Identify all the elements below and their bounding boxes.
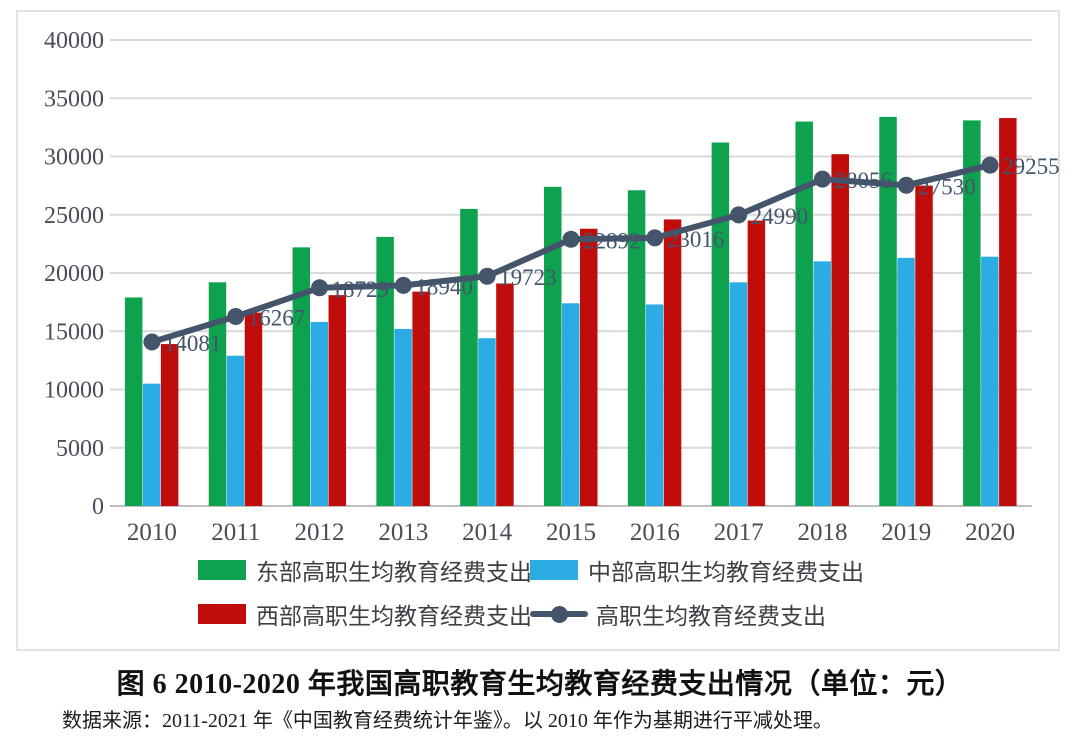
data-label-2019: 27530 — [918, 174, 976, 199]
legend-label: 东部高职生均教育经费支出 — [256, 560, 532, 585]
line-marker-2019 — [897, 176, 915, 194]
figure-caption: 图 6 2010-2020 年我国高职教育生均教育经费支出情况（单位：元） — [116, 669, 964, 700]
bar-west-2014 — [496, 283, 514, 506]
y-axis-tick-label: 5000 — [56, 436, 104, 462]
legend-item-east: 东部高职生均教育经费支出 — [198, 554, 532, 586]
chart-legend: 东部高职生均教育经费支出 中部高职生均教育经费支出西部高职生均教育经费支出 高职生均… — [198, 554, 1058, 630]
bar-east-2016 — [627, 190, 646, 506]
legend-item-central: 中部高职生均教育经费支出 — [530, 554, 1058, 586]
bar-central-2015 — [562, 303, 580, 506]
bar-east-2020 — [963, 120, 981, 506]
data-label-2017: 24990 — [751, 204, 809, 229]
data-label-2015: 22892 — [583, 228, 641, 253]
bar-east-2018 — [795, 121, 813, 507]
data-label-2016: 23016 — [667, 227, 725, 252]
data-label-2011: 16267 — [248, 305, 306, 330]
bar-central-2019 — [897, 257, 915, 506]
figure-source-note: 数据来源：2011-2021 年《中国教育经费统计年鉴》。以 2010 年作为基… — [62, 710, 833, 732]
bar-east-2014 — [460, 208, 478, 507]
x-axis-tick-label: 2015 — [546, 519, 596, 546]
legend-swatch-east-icon — [198, 560, 246, 580]
line-marker-2020 — [981, 156, 999, 174]
bar-west-2020 — [999, 118, 1017, 507]
line-marker-2014 — [478, 267, 496, 285]
y-axis-tick-label: 0 — [92, 494, 104, 520]
legend-item-west: 西部高职生均教育经费支出 — [198, 598, 532, 630]
y-axis-tick-label: 40000 — [44, 28, 104, 54]
y-axis-tick-label: 10000 — [44, 378, 104, 404]
bar-central-2011 — [226, 355, 245, 506]
y-axis-tick-label: 15000 — [44, 319, 104, 345]
bar-west-2016 — [663, 219, 682, 506]
y-axis-tick-label: 20000 — [44, 261, 104, 287]
figure-chart-panel: 0 5000 10000 15000 20000 25000 30000 35000 40000… — [16, 10, 1060, 651]
line-marker-2013 — [394, 276, 412, 294]
x-axis-tick-label: 2017 — [714, 519, 764, 546]
legend-item-line: 高职生均教育经费支出 — [530, 598, 1058, 630]
bar-east-2011 — [208, 282, 227, 506]
line-marker-2015 — [562, 230, 580, 248]
legend-swatch-central-icon — [530, 560, 578, 580]
bar-central-2016 — [645, 304, 664, 506]
x-axis-tick-label: 2020 — [965, 519, 1015, 546]
x-axis-tick-label: 2011 — [211, 519, 260, 546]
line-marker-2018 — [813, 170, 831, 188]
x-axis-tick-label: 2016 — [630, 519, 680, 546]
data-label-2013: 18940 — [415, 274, 473, 299]
x-axis-tick-label: 2018 — [797, 519, 847, 546]
data-label-2020: 29255 — [1002, 154, 1059, 179]
bar-central-2018 — [813, 261, 831, 506]
legend-label: 西部高职生均教育经费支出 — [256, 604, 532, 629]
bar-west-2019 — [915, 185, 933, 506]
bar-east-2017 — [711, 142, 730, 506]
bar-west-2017 — [747, 220, 766, 506]
x-axis-tick-label: 2014 — [462, 519, 513, 546]
x-axis-tick-label: 2010 — [127, 519, 177, 546]
x-axis-tick-label: 2019 — [881, 519, 931, 546]
bar-central-2013 — [394, 328, 412, 506]
bar-central-2010 — [142, 383, 161, 506]
legend-label: 中部高职生均教育经费支出 — [588, 560, 864, 585]
data-label-2014: 19723 — [499, 265, 557, 290]
bar-west-2015 — [580, 228, 598, 507]
y-axis-tick-label: 25000 — [44, 203, 104, 229]
bar-central-2020 — [981, 256, 999, 506]
x-axis-tick-label: 2012 — [295, 519, 345, 546]
legend-label: 高职生均教育经费支出 — [596, 604, 826, 629]
bar-east-2010 — [124, 297, 143, 506]
bar-central-2014 — [478, 338, 496, 506]
y-axis-tick-label: 35000 — [44, 86, 104, 112]
x-axis-tick-label: 2013 — [378, 519, 428, 546]
y-axis-tick-label: 30000 — [44, 145, 104, 171]
line-marker-2012 — [311, 279, 329, 297]
bar-west-2012 — [328, 295, 347, 506]
legend-line-marker-icon — [530, 604, 588, 624]
bar-east-2019 — [879, 116, 897, 506]
data-label-2012: 18729 — [332, 277, 390, 302]
bar-west-2011 — [244, 312, 263, 506]
bar-east-2012 — [292, 247, 311, 506]
data-label-2018: 28056 — [834, 168, 892, 193]
data-label-2010: 14081 — [164, 331, 222, 356]
bar-east-2013 — [376, 236, 394, 506]
bar-central-2012 — [310, 321, 329, 506]
line-marker-2017 — [730, 206, 748, 224]
line-marker-2011 — [227, 307, 245, 325]
bar-west-2010 — [160, 344, 179, 506]
bar-west-2018 — [831, 154, 849, 507]
line-marker-2010 — [143, 333, 161, 351]
bar-west-2013 — [412, 291, 430, 506]
legend-swatch-west-icon — [198, 604, 246, 624]
chart-canvas: 0 5000 10000 15000 20000 25000 30000 35000 40000… — [44, 28, 1060, 546]
bar-east-2015 — [544, 186, 562, 507]
bar-central-2017 — [729, 282, 748, 506]
line-marker-2016 — [646, 229, 664, 247]
